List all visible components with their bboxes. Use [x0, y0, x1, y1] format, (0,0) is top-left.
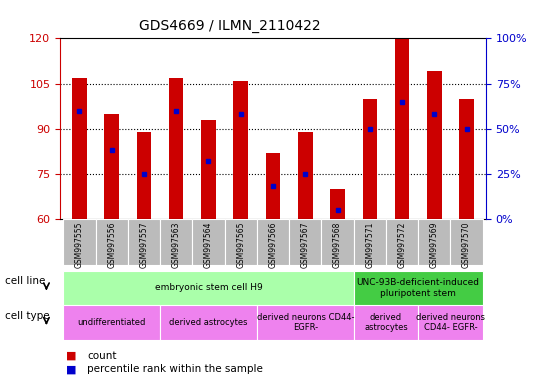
Bar [322, 219, 354, 265]
Text: derived astrocytes: derived astrocytes [169, 318, 248, 327]
Bar [128, 219, 160, 265]
Text: cell type: cell type [5, 311, 50, 321]
Bar [289, 219, 322, 265]
Text: GSM997569: GSM997569 [430, 221, 439, 268]
Bar [224, 219, 257, 265]
Bar [363, 99, 377, 219]
Text: GSM997556: GSM997556 [107, 221, 116, 268]
Bar [72, 78, 87, 219]
Text: undifferentiated: undifferentiated [78, 318, 146, 327]
Text: GSM997572: GSM997572 [397, 221, 407, 268]
Bar [63, 219, 96, 265]
Bar [266, 153, 280, 219]
Bar [354, 219, 386, 265]
Text: GSM997567: GSM997567 [301, 221, 310, 268]
Text: GSM997570: GSM997570 [462, 221, 471, 268]
Bar [418, 305, 483, 340]
Bar [459, 99, 474, 219]
Text: GSM997557: GSM997557 [139, 221, 149, 268]
Bar [96, 219, 128, 265]
Bar [386, 219, 418, 265]
Text: GSM997555: GSM997555 [75, 221, 84, 268]
Text: cell line: cell line [5, 276, 46, 286]
Bar [63, 271, 354, 305]
Text: GDS4669 / ILMN_2110422: GDS4669 / ILMN_2110422 [139, 19, 320, 33]
Bar [257, 305, 354, 340]
Bar [234, 81, 248, 219]
Text: derived
astrocytes: derived astrocytes [364, 313, 408, 332]
Bar [104, 114, 119, 219]
Text: derived neurons CD44-
EGFR-: derived neurons CD44- EGFR- [257, 313, 354, 332]
Bar [169, 78, 183, 219]
Text: GSM997566: GSM997566 [269, 221, 277, 268]
Text: ■: ■ [66, 351, 76, 361]
Text: count: count [87, 351, 117, 361]
Bar [330, 189, 345, 219]
Text: GSM997565: GSM997565 [236, 221, 245, 268]
Text: ■: ■ [66, 364, 76, 374]
Bar [136, 132, 151, 219]
Bar [63, 305, 160, 340]
Bar [192, 219, 224, 265]
Bar [418, 219, 450, 265]
Bar [257, 219, 289, 265]
Bar [201, 120, 216, 219]
Bar [298, 132, 312, 219]
Bar [395, 38, 410, 219]
Text: GSM997563: GSM997563 [171, 221, 181, 268]
Text: derived neurons
CD44- EGFR-: derived neurons CD44- EGFR- [416, 313, 485, 332]
Text: GSM997571: GSM997571 [365, 221, 375, 268]
Bar [450, 219, 483, 265]
Bar [160, 305, 257, 340]
Bar [160, 219, 192, 265]
Text: UNC-93B-deficient-induced
pluripotent stem: UNC-93B-deficient-induced pluripotent st… [357, 278, 480, 298]
Bar [354, 271, 483, 305]
Text: GSM997568: GSM997568 [333, 221, 342, 268]
Bar [354, 305, 418, 340]
Text: percentile rank within the sample: percentile rank within the sample [87, 364, 263, 374]
Bar [427, 71, 442, 219]
Text: GSM997564: GSM997564 [204, 221, 213, 268]
Text: embryonic stem cell H9: embryonic stem cell H9 [155, 283, 262, 293]
